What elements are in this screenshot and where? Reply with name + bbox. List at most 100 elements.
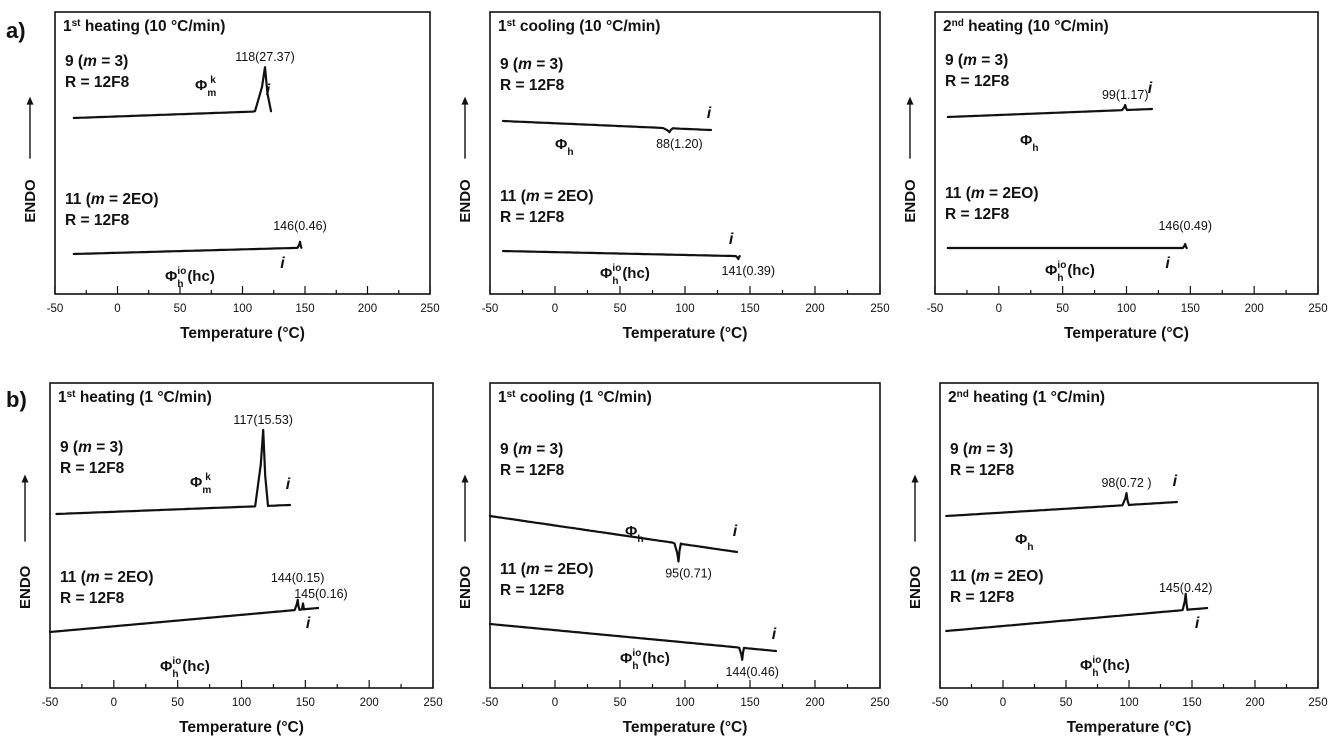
- y-axis-title: ENDO: [457, 179, 474, 223]
- dsc-curve: [946, 103, 1154, 119]
- phase-label: Φh: [1020, 132, 1038, 154]
- peak-annotation: 146(0.49): [1158, 219, 1212, 233]
- x-axis-title: Temperature (°C): [180, 325, 305, 342]
- x-tick-label: -50: [42, 697, 59, 709]
- sample-label: 11 (m = 2EO): [65, 191, 159, 208]
- peak-annotation: 88(1.20): [656, 137, 703, 151]
- sample-label: 11 (m = 2EO): [500, 188, 594, 205]
- x-tick-label: 0: [552, 303, 558, 315]
- x-tick-label: 100: [1119, 697, 1138, 709]
- isotropic-label: i: [1165, 255, 1170, 272]
- sample-group-label: R = 12F8: [60, 460, 125, 477]
- dsc-panel-2: -50 0 50 100 150 200 250 Temperature (°C) ENDO 1s…: [457, 11, 890, 342]
- x-tick-label: 50: [1060, 697, 1073, 709]
- x-tick-label: 150: [295, 303, 314, 315]
- dsc-curve: [501, 249, 741, 261]
- panel-title: 1st cooling (1 °C/min): [498, 389, 652, 407]
- x-tick-label: 200: [1245, 697, 1264, 709]
- sample-group-label: R = 12F8: [945, 73, 1010, 90]
- x-tick-label: 50: [174, 303, 187, 315]
- peak-annotation: 95(0.71): [665, 566, 712, 580]
- phase-label: Φmk: [190, 472, 211, 496]
- endo-arrow-icon: [21, 474, 29, 483]
- x-tick-label: 50: [171, 697, 184, 709]
- panel-title: 1st heating (10 °C/min): [63, 18, 225, 36]
- x-axis-title: Temperature (°C): [623, 325, 748, 342]
- sample-group-label: R = 12F8: [500, 462, 565, 479]
- peak-annotation: 146(0.46): [273, 219, 327, 233]
- x-tick-label: 0: [552, 697, 558, 709]
- isotropic-label: i: [707, 105, 712, 122]
- sample-group-label: R = 12F8: [945, 206, 1010, 223]
- x-tick-label: 100: [675, 303, 694, 315]
- sample-label: 11 (m = 2EO): [950, 568, 1044, 585]
- x-tick-label: 250: [1308, 303, 1327, 315]
- x-tick-label: 0: [114, 303, 120, 315]
- isotropic-label: i: [286, 476, 291, 493]
- dsc-curve: [72, 240, 303, 256]
- dsc-curve: [48, 598, 320, 634]
- peak-annotation: 118(27.37): [235, 50, 295, 64]
- sample-label: 11 (m = 2EO): [500, 561, 594, 578]
- sample-label: 9 (m = 3): [945, 52, 1008, 69]
- y-axis-title: ENDO: [22, 179, 39, 223]
- peak-annotation: 144(0.46): [725, 665, 779, 679]
- sample-group-label: R = 12F8: [950, 462, 1015, 479]
- x-tick-label: 50: [1056, 303, 1069, 315]
- x-tick-label: 100: [233, 303, 252, 315]
- dsc-panel-3: -50 0 50 100 150 200 250 Temperature (°C) ENDO 2n…: [902, 11, 1328, 342]
- series-compound-9: 9 (m = 3) R = 12F8 Φmk 117(15.53) i: [55, 413, 293, 516]
- x-tick-label: -50: [47, 303, 64, 315]
- peak-annotation: 117(15.53): [233, 413, 293, 427]
- dsc-curve: [488, 622, 778, 661]
- x-axis-title: Temperature (°C): [1064, 325, 1189, 342]
- dsc-curve: [55, 428, 292, 516]
- x-tick-label: 250: [423, 697, 442, 709]
- endo-arrow-icon: [461, 474, 469, 483]
- x-axis-title: Temperature (°C): [1067, 719, 1192, 736]
- isotropic-label: i: [306, 615, 311, 632]
- panel-title: 1st heating (1 °C/min): [58, 389, 212, 407]
- x-tick-label: -50: [932, 697, 949, 709]
- peak-annotation: 141(0.39): [722, 264, 776, 278]
- dsc-curve: [945, 492, 1178, 518]
- isotropic-label: i: [1148, 80, 1153, 97]
- x-tick-label: 50: [614, 697, 627, 709]
- sample-label: 9 (m = 3): [60, 439, 123, 456]
- x-tick-label: 0: [996, 303, 1002, 315]
- series-compound-9: 9 (m = 3) R = 12F8 Φh 98(0.72 ) i: [945, 441, 1178, 553]
- dsc-curve: [488, 514, 739, 563]
- x-tick-label: 200: [358, 303, 377, 315]
- x-tick-label: -50: [482, 697, 499, 709]
- peak-annotation: 99(1.17): [1102, 88, 1149, 102]
- dsc-panel-5: -50 0 50 100 150 200 250 Temperature (°C) ENDO 1s…: [457, 382, 890, 736]
- phase-label: Φhio(hc): [600, 263, 650, 287]
- plot-frame: [939, 382, 1319, 689]
- x-tick-label: 200: [1245, 303, 1264, 315]
- endo-arrow-icon: [26, 96, 34, 105]
- sample-label: 11 (m = 2EO): [945, 185, 1039, 202]
- sample-label: 11 (m = 2EO): [60, 569, 154, 586]
- x-tick-label: -50: [927, 303, 944, 315]
- panel-title: 1st cooling (10 °C/min): [498, 18, 660, 36]
- isotropic-label: i: [772, 626, 777, 643]
- x-tick-label: 150: [1181, 303, 1200, 315]
- y-axis-title: ENDO: [907, 565, 924, 609]
- sample-group-label: R = 12F8: [60, 590, 125, 607]
- x-tick-label: 250: [1308, 697, 1327, 709]
- phase-label: Φhio(hc): [165, 266, 215, 290]
- dsc-panel-6: -50 0 50 100 150 200 250 Temperature (°C) ENDO 2n…: [907, 382, 1328, 736]
- series-compound-11: 11 (m = 2EO) R = 12F8 Φhio(hc) 141(0.39) i: [500, 188, 775, 287]
- sample-group-label: R = 12F8: [500, 582, 565, 599]
- x-tick-label: 150: [740, 303, 759, 315]
- series-compound-11: 11 (m = 2EO) R = 12F8 Φhio(hc) 146(0.46) i: [65, 191, 327, 290]
- phase-label: Φhio(hc): [1045, 260, 1095, 284]
- dsc-curve: [72, 66, 273, 120]
- dsc-panel-1: -50 0 50 100 150 200 250 Temperature (°C) ENDO 1s…: [22, 11, 440, 342]
- x-tick-label: 250: [870, 303, 889, 315]
- isotropic-label: i: [266, 82, 271, 99]
- series-compound-9: 9 (m = 3) R = 12F8 Φh 88(1.20) i: [500, 56, 713, 158]
- panel-title: 2nd heating (10 °C/min): [943, 18, 1109, 36]
- dsc-panel-4: -50 0 50 100 150 200 250 Temperature (°C) ENDO 1s…: [17, 382, 443, 736]
- x-tick-label: 0: [1000, 697, 1006, 709]
